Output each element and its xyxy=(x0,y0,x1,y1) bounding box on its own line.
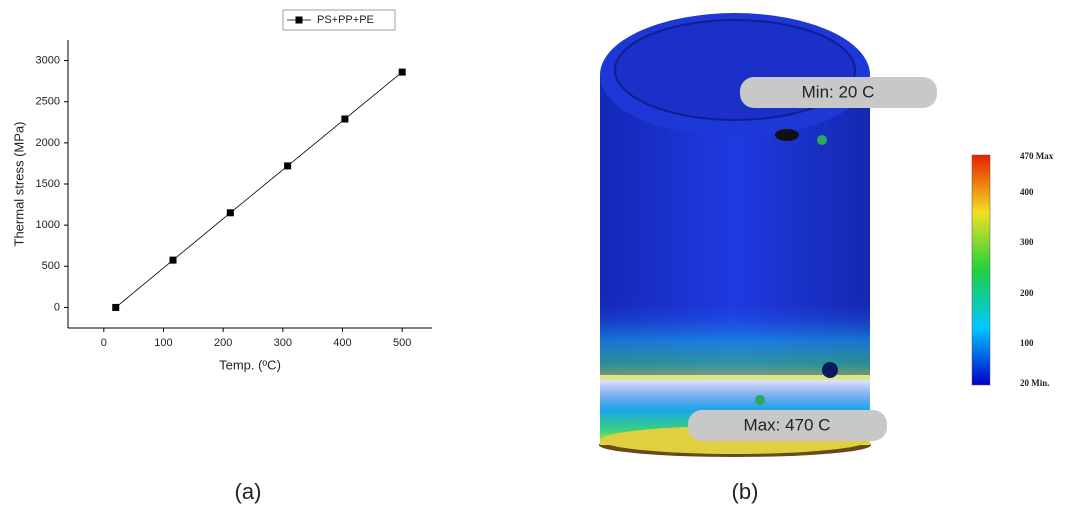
y-tick-label: 1500 xyxy=(36,178,60,190)
point xyxy=(284,162,291,169)
y-axis-label: Thermal stress (MPa) xyxy=(11,122,26,247)
x-tick-label: 400 xyxy=(333,337,351,349)
colorbar xyxy=(972,155,990,385)
x-axis-label: Temp. (ºC) xyxy=(219,357,281,372)
point xyxy=(399,69,406,76)
y-tick-label: 500 xyxy=(42,260,60,272)
y-tick-label: 2500 xyxy=(36,96,60,108)
x-tick-label: 0 xyxy=(101,337,107,349)
max-label: Max: 470 C xyxy=(744,415,831,434)
point xyxy=(112,304,119,311)
x-tick-label: 200 xyxy=(214,337,232,349)
x-tick-label: 500 xyxy=(393,337,411,349)
legend-label: PS+PP+PE xyxy=(317,14,374,26)
y-tick-label: 3000 xyxy=(36,54,60,66)
colorbar-label: 300 xyxy=(1020,237,1034,247)
colorbar-label: 470 Max xyxy=(1020,151,1054,161)
series-line xyxy=(116,72,402,307)
y-tick-label: 2000 xyxy=(36,137,60,149)
caption: (a) xyxy=(235,479,262,504)
min-label: Min: 20 C xyxy=(802,82,875,101)
colorbar-label: 20 Min. xyxy=(1020,378,1050,388)
point xyxy=(227,209,234,216)
colorbar-label: 200 xyxy=(1020,288,1034,298)
y-tick-label: 1000 xyxy=(36,219,60,231)
caption: (b) xyxy=(732,479,759,504)
colorbar-label: 400 xyxy=(1020,187,1034,197)
point xyxy=(170,257,177,264)
colorbar-label: 100 xyxy=(1020,338,1034,348)
x-tick-label: 300 xyxy=(274,337,292,349)
x-tick-label: 100 xyxy=(154,337,172,349)
y-tick-label: 0 xyxy=(54,301,60,313)
legend-marker xyxy=(296,17,303,24)
figure: Min: 20 C Max: 470 C 470 Max 400 300 200… xyxy=(0,0,1067,510)
point xyxy=(341,115,348,122)
